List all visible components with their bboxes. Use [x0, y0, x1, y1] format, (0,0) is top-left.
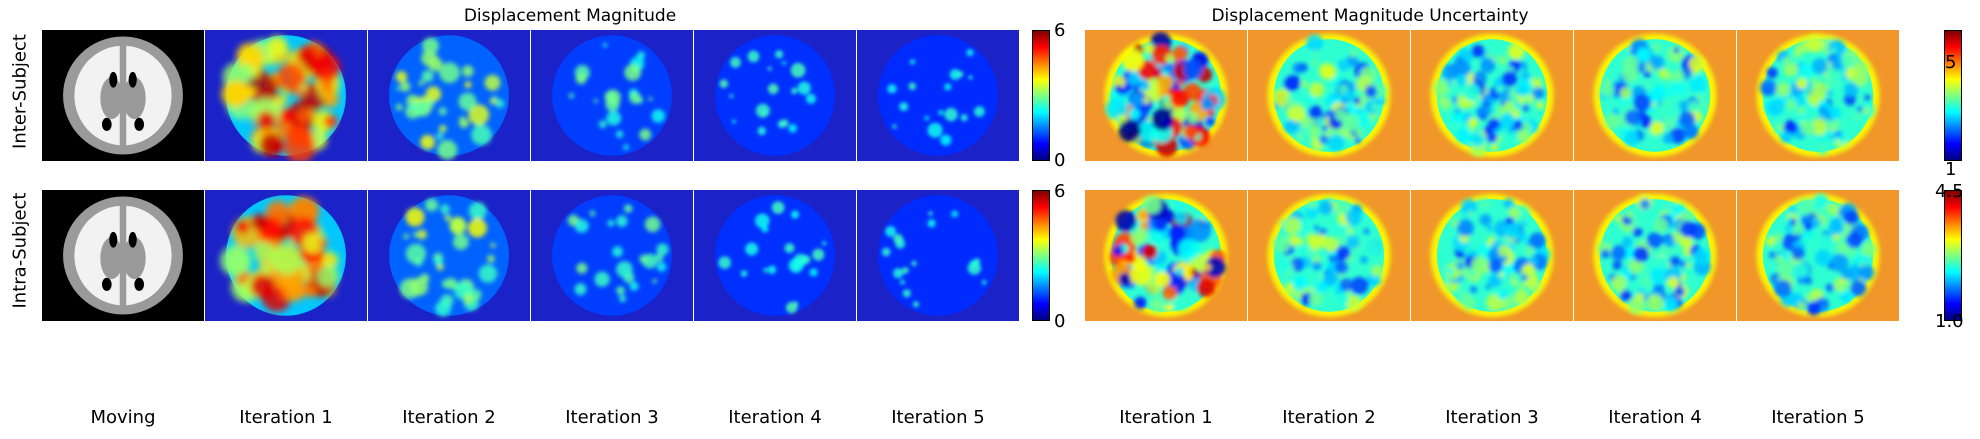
magnitude-title: Displacement Magnitude: [463, 6, 677, 26]
colorbar-magnitude-row1-min: 0: [1054, 150, 1066, 171]
colorbar-uncertainty-row1-min: 1: [1945, 159, 1957, 180]
uncertainty-panel-row1-iter4: [1574, 30, 1736, 161]
row-label-intra-subject: Intra-Subject: [9, 192, 31, 309]
column-label-left-3: Iteration 3: [565, 407, 659, 428]
column-label-right-2: Iteration 3: [1445, 407, 1539, 428]
uncertainty-panel-row2-iter1: [1085, 190, 1247, 321]
magnitude-panel-row2-iter4: [694, 190, 856, 321]
magnitude-panel-row2-iter2: [368, 190, 530, 321]
uncertainty-panel-row1-iter3: [1411, 30, 1573, 161]
magnitude-panel-row2-iter5: [857, 190, 1019, 321]
magnitude-panel-row2-iter3: [531, 190, 693, 321]
column-label-left-2: Iteration 2: [402, 407, 496, 428]
uncertainty-panel-row2-iter3: [1411, 190, 1573, 321]
colorbar-uncertainty-row1-max: 5: [1945, 52, 1957, 73]
colorbar-uncertainty-row1: [1944, 30, 1962, 161]
colorbar-magnitude-row2-max: 6: [1054, 181, 1066, 202]
column-label-left-0: Moving: [90, 407, 156, 428]
magnitude-panel-row1-iter5: [857, 30, 1019, 161]
colorbar-uncertainty-row2-max: 4.5: [1935, 181, 1964, 202]
uncertainty-panel-row1-iter2: [1248, 30, 1410, 161]
magnitude-panel-row1-iter3: [531, 30, 693, 161]
column-label-left-5: Iteration 5: [891, 407, 985, 428]
magnitude-panel-row1-iter1: [205, 30, 367, 161]
colorbar-magnitude-row1-max: 6: [1054, 20, 1066, 41]
uncertainty-panel-row2-iter5: [1737, 190, 1899, 321]
uncertainty-panel-row1-iter1: [1085, 30, 1247, 161]
column-label-right-1: Iteration 2: [1282, 407, 1376, 428]
colorbar-magnitude-row1: [1032, 30, 1050, 161]
moving-image-row1: [42, 30, 204, 161]
colorbar-uncertainty-row2-min: 1.0: [1935, 311, 1964, 332]
magnitude-panel-row1-iter2: [368, 30, 530, 161]
moving-image-row2: [42, 190, 204, 321]
uncertainty-panel-row2-iter2: [1248, 190, 1410, 321]
colorbar-magnitude-row2-min: 0: [1054, 311, 1066, 332]
colorbar-magnitude-row2: [1032, 190, 1050, 321]
column-label-right-3: Iteration 4: [1608, 407, 1702, 428]
column-label-right-0: Iteration 1: [1119, 407, 1213, 428]
uncertainty-title: Displacement Magnitude Uncertainty: [1211, 6, 1529, 26]
magnitude-panel-row1-iter4: [694, 30, 856, 161]
uncertainty-panel-row2-iter4: [1574, 190, 1736, 321]
column-label-right-4: Iteration 5: [1771, 407, 1865, 428]
column-label-left-1: Iteration 1: [239, 407, 333, 428]
column-label-left-4: Iteration 4: [728, 407, 822, 428]
row-label-inter-subject: Inter-Subject: [9, 34, 31, 149]
uncertainty-panel-row1-iter5: [1737, 30, 1899, 161]
magnitude-panel-row2-iter1: [205, 190, 367, 321]
colorbar-uncertainty-row2: [1944, 190, 1962, 321]
